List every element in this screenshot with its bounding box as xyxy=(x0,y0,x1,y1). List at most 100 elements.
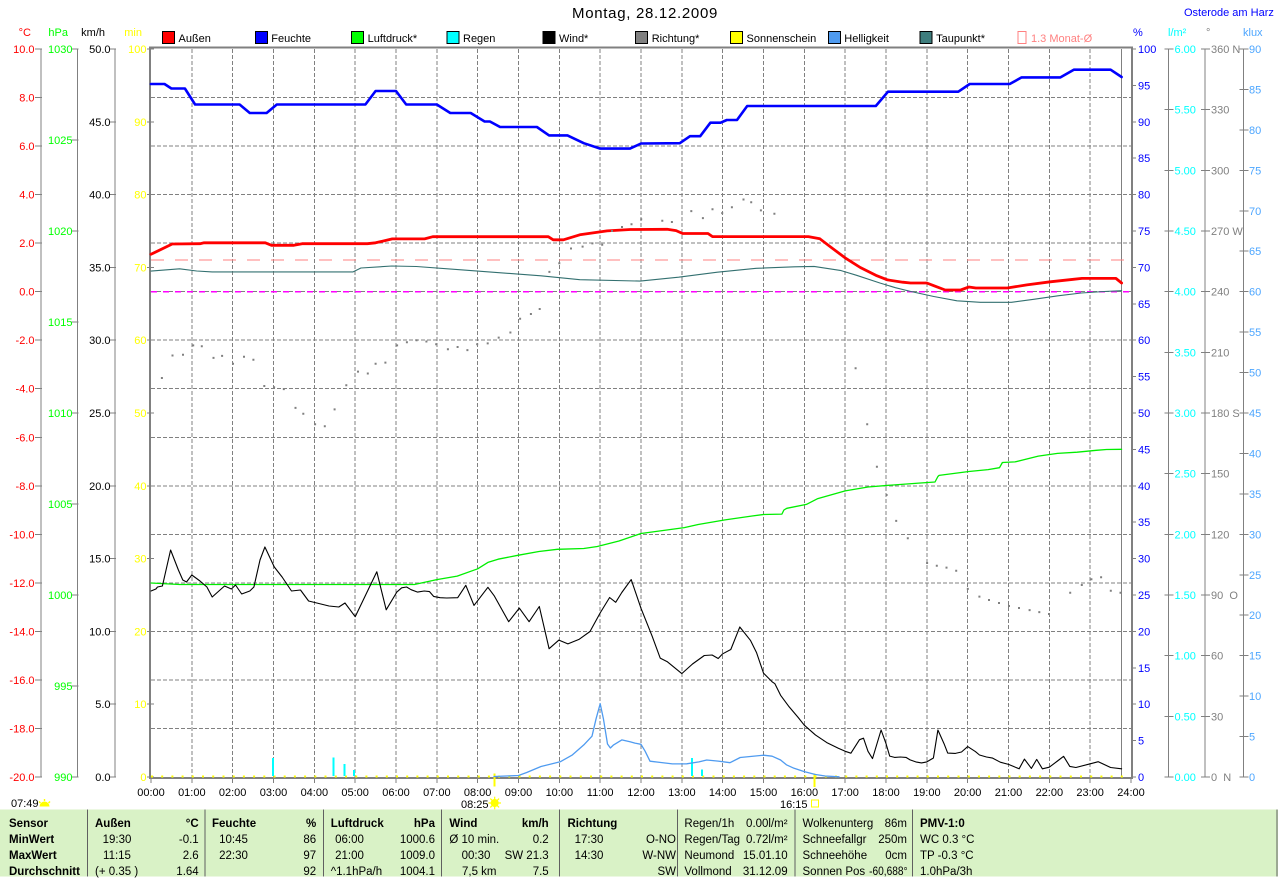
svg-text:07:49: 07:49 xyxy=(11,798,39,810)
svg-text:2.00: 2.00 xyxy=(1175,529,1196,541)
svg-text:01:00: 01:00 xyxy=(178,787,206,799)
svg-text:Ø 10 min.: Ø 10 min. xyxy=(449,834,499,846)
svg-text:Durchschnitt: Durchschnitt xyxy=(9,866,80,878)
svg-text:-10.0: -10.0 xyxy=(9,529,34,541)
svg-text:(+ 0.35 ): (+ 0.35 ) xyxy=(95,866,138,878)
svg-text:-6.0: -6.0 xyxy=(16,432,35,444)
svg-text:17:00: 17:00 xyxy=(831,787,859,799)
svg-text:70: 70 xyxy=(134,262,146,274)
svg-text:97: 97 xyxy=(303,850,316,862)
svg-text:40.0: 40.0 xyxy=(89,190,110,202)
svg-text:13:00: 13:00 xyxy=(668,787,696,799)
svg-text:0: 0 xyxy=(1138,772,1144,784)
svg-text:990: 990 xyxy=(54,772,72,784)
svg-text:21:00: 21:00 xyxy=(995,787,1023,799)
svg-text:20:00: 20:00 xyxy=(954,787,982,799)
svg-text:17:30: 17:30 xyxy=(575,834,604,846)
svg-text:SW: SW xyxy=(657,866,676,878)
svg-text:30: 30 xyxy=(1211,711,1223,723)
svg-text:35.0: 35.0 xyxy=(89,262,110,274)
svg-text:85: 85 xyxy=(1249,84,1261,96)
svg-text:86: 86 xyxy=(303,834,316,846)
svg-text:0: 0 xyxy=(1249,772,1255,784)
svg-text:1.3 Monat-Ø: 1.3 Monat-Ø xyxy=(1031,33,1093,45)
svg-text:1005: 1005 xyxy=(48,499,72,511)
svg-text:31.12.09: 31.12.09 xyxy=(743,866,788,878)
svg-text:6.0: 6.0 xyxy=(19,141,34,153)
svg-text:50: 50 xyxy=(134,408,146,420)
svg-text:Schneefallgr: Schneefallgr xyxy=(803,834,867,846)
svg-text:22:30: 22:30 xyxy=(219,850,248,862)
svg-text:25: 25 xyxy=(1138,590,1150,602)
svg-text:35: 35 xyxy=(1138,517,1150,529)
svg-text:250m: 250m xyxy=(878,834,907,846)
svg-text:Sensor: Sensor xyxy=(9,818,49,830)
svg-text:^1.1hPa/h: ^1.1hPa/h xyxy=(331,866,382,878)
svg-text:Feuchte: Feuchte xyxy=(271,33,311,45)
svg-text:0.00: 0.00 xyxy=(1175,772,1196,784)
svg-text:25.0: 25.0 xyxy=(89,408,110,420)
svg-text:Sonnenschein: Sonnenschein xyxy=(747,33,817,45)
svg-text:16:15: 16:15 xyxy=(780,799,808,811)
svg-text:35: 35 xyxy=(1249,489,1261,501)
svg-text:5.50: 5.50 xyxy=(1175,105,1196,117)
svg-text:Taupunkt*: Taupunkt* xyxy=(936,33,986,45)
svg-text:O-NO: O-NO xyxy=(646,834,676,846)
svg-text:km/h: km/h xyxy=(522,818,549,830)
svg-text:5: 5 xyxy=(1249,732,1255,744)
svg-text:WC 0.3 °C: WC 0.3 °C xyxy=(920,834,974,846)
svg-text:l/m²: l/m² xyxy=(1168,27,1187,39)
svg-text:1030: 1030 xyxy=(48,44,72,56)
svg-text:-16.0: -16.0 xyxy=(9,675,34,687)
svg-text:10.0: 10.0 xyxy=(13,44,34,56)
svg-text:Außen: Außen xyxy=(179,33,211,45)
svg-text:Osterode am Harz: Osterode am Harz xyxy=(1184,7,1274,19)
svg-text:55: 55 xyxy=(1249,327,1261,339)
svg-text:40: 40 xyxy=(134,481,146,493)
svg-text:15.0: 15.0 xyxy=(89,554,110,566)
svg-text:80: 80 xyxy=(134,190,146,202)
svg-text:24:00: 24:00 xyxy=(1117,787,1145,799)
svg-text:0.0: 0.0 xyxy=(19,287,34,299)
svg-text:20: 20 xyxy=(1249,610,1261,622)
svg-text:-8.0: -8.0 xyxy=(16,481,35,493)
svg-text:80: 80 xyxy=(1249,125,1261,137)
svg-text:45.0: 45.0 xyxy=(89,117,110,129)
svg-text:30: 30 xyxy=(1249,529,1261,541)
svg-text:995: 995 xyxy=(54,681,72,693)
svg-text:22:00: 22:00 xyxy=(1036,787,1064,799)
svg-text:19:00: 19:00 xyxy=(913,787,941,799)
svg-text:Regen: Regen xyxy=(463,33,495,45)
svg-text:05:00: 05:00 xyxy=(341,787,369,799)
svg-text:60: 60 xyxy=(1249,287,1261,299)
svg-text:Wolkenunterg: Wolkenunterg xyxy=(803,818,874,830)
svg-text:0.50: 0.50 xyxy=(1175,711,1196,723)
svg-text:Regen/Tag: Regen/Tag xyxy=(684,834,740,846)
svg-text:90: 90 xyxy=(1138,117,1150,129)
svg-text:60: 60 xyxy=(1138,335,1150,347)
svg-text:95: 95 xyxy=(1138,80,1150,92)
svg-text:-14.0: -14.0 xyxy=(9,626,34,638)
svg-text:1000.6: 1000.6 xyxy=(400,834,435,846)
svg-text:-12.0: -12.0 xyxy=(9,578,34,590)
svg-text:5: 5 xyxy=(1138,736,1144,748)
svg-text:°C: °C xyxy=(19,27,31,39)
svg-text:min: min xyxy=(124,27,142,39)
svg-text:20.0: 20.0 xyxy=(89,481,110,493)
svg-text:Schneehöhe: Schneehöhe xyxy=(803,850,868,862)
svg-text:15.01.10: 15.01.10 xyxy=(743,850,788,862)
svg-text:65: 65 xyxy=(1138,299,1150,311)
svg-text:Wind: Wind xyxy=(449,818,477,830)
svg-text:5.00: 5.00 xyxy=(1175,165,1196,177)
svg-text:15: 15 xyxy=(1138,663,1150,675)
svg-text:55: 55 xyxy=(1138,372,1150,384)
svg-text:100: 100 xyxy=(128,44,146,56)
svg-text:16:00: 16:00 xyxy=(791,787,819,799)
svg-text:Wind*: Wind* xyxy=(559,33,589,45)
svg-text:Vollmond: Vollmond xyxy=(684,866,731,878)
svg-text:2.0: 2.0 xyxy=(19,238,34,250)
svg-text:40: 40 xyxy=(1249,448,1261,460)
svg-text:6.00: 6.00 xyxy=(1175,44,1196,56)
svg-text:60: 60 xyxy=(1211,651,1223,663)
svg-text:1.00: 1.00 xyxy=(1175,651,1196,663)
